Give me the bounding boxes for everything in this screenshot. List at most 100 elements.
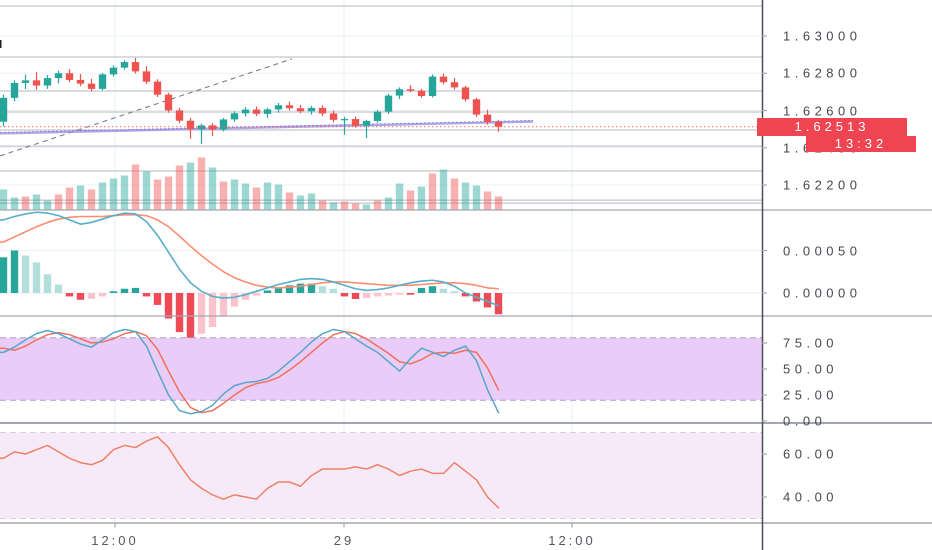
candle-body <box>296 108 305 112</box>
volume-bar <box>219 181 228 210</box>
volume-bar <box>472 185 481 210</box>
price-axis-label: 1.62200 <box>783 177 862 193</box>
volume-bar <box>450 178 459 210</box>
volume-bar <box>373 200 382 210</box>
candle-body <box>340 119 349 121</box>
volume-bar <box>197 157 206 210</box>
volume-bar <box>109 178 118 210</box>
macd-histogram-bar <box>197 293 206 334</box>
macd-histogram-bar <box>274 287 283 293</box>
macd-histogram-bar <box>230 293 239 307</box>
volume-bar <box>208 167 217 210</box>
volume-bar <box>175 165 184 210</box>
volume-bar <box>98 182 107 210</box>
macd-histogram-bar <box>142 293 151 297</box>
candle-body <box>21 80 30 83</box>
time-axis-label: 29 <box>333 533 355 548</box>
volume-bar <box>263 182 272 210</box>
macd-line <box>0 211 500 307</box>
macd-histogram-bar <box>43 274 52 293</box>
last-time-badge: 13:32 <box>806 135 916 152</box>
macd-histogram-bar <box>450 291 459 293</box>
macd-histogram-bar <box>241 293 250 300</box>
macd-histogram-bar <box>461 293 470 297</box>
volume-bar <box>32 194 41 210</box>
volume-bar <box>428 173 437 210</box>
macd-histogram-bar <box>153 293 162 305</box>
stoch-axis-label: 50.00 <box>783 361 839 377</box>
macd-histogram-bar <box>10 250 19 293</box>
candle-body <box>450 82 459 88</box>
volume-bar <box>351 203 360 210</box>
macd-histogram-bar <box>131 287 140 293</box>
volume-bar <box>340 201 349 210</box>
candle-body <box>373 111 382 121</box>
volume-bar <box>10 197 19 210</box>
macd-histogram-bar <box>362 293 371 299</box>
stoch-axis-label: 25.00 <box>783 387 839 403</box>
candle-body <box>142 71 151 82</box>
candle-body <box>461 87 470 100</box>
price-axis-label: 1.62600 <box>783 103 862 118</box>
price-axis-label: 1.63000 <box>783 28 862 44</box>
volume-bar <box>120 175 129 210</box>
candle-body <box>208 125 217 130</box>
candle-body <box>494 122 503 127</box>
volume-bar <box>252 187 261 210</box>
macd-histogram-bar <box>175 293 184 333</box>
macd-histogram-bar <box>307 283 316 293</box>
stoch-overbought-oversold-band <box>0 337 762 401</box>
candle-body <box>32 80 41 86</box>
stoch-axis-label: 75.00 <box>783 335 839 351</box>
candle-body <box>384 95 393 112</box>
volume-bar <box>384 197 393 210</box>
macd-histogram-bar <box>208 293 217 327</box>
candle-body <box>406 89 415 91</box>
volume-bar <box>131 164 140 210</box>
volume-bar <box>65 187 74 210</box>
volume-bar <box>439 169 448 210</box>
candle-body <box>395 89 404 96</box>
candle-body <box>362 120 371 126</box>
macd-histogram-bar <box>329 288 338 293</box>
purple-trendline-core <box>0 119 534 133</box>
volume-bar <box>76 185 85 210</box>
candle-body <box>285 105 294 109</box>
candle-body <box>351 119 360 126</box>
rsi-axis-label: 40.00 <box>783 489 839 505</box>
macd-histogram-bar <box>76 293 85 300</box>
volume-bar <box>307 193 316 210</box>
candle-body <box>98 74 107 89</box>
stoch-d-line <box>0 330 500 414</box>
candle-body <box>439 76 448 83</box>
candle-body <box>153 81 162 95</box>
macd-histogram-bar <box>219 293 228 317</box>
volume-bar <box>0 189 8 210</box>
volume-bar <box>241 183 250 210</box>
candle-body <box>472 99 481 115</box>
time-axis-label: 12:00 <box>91 533 139 548</box>
volume-bar <box>483 191 492 210</box>
macd-histogram-bar <box>340 293 349 297</box>
candle-body <box>175 110 184 121</box>
volume-bar <box>285 192 294 210</box>
volume-bar <box>274 184 283 210</box>
volume-bar <box>21 196 30 210</box>
left-edge-artifact <box>0 40 2 48</box>
macd-histogram-bar <box>109 291 118 293</box>
candle-body <box>230 113 239 120</box>
volume-bar <box>54 194 63 210</box>
dashed-trendline <box>0 58 293 157</box>
macd-histogram-bar <box>395 293 404 295</box>
candle-body <box>131 62 140 72</box>
rsi-line <box>0 436 500 509</box>
candle-body <box>417 90 426 96</box>
macd-axis-label: 0.00000 <box>783 285 862 301</box>
macd-histogram-bar <box>494 293 503 315</box>
candle-body <box>241 109 250 114</box>
volume-bar <box>43 200 52 210</box>
volume-bar <box>296 195 305 210</box>
rsi-axis-label: 60.00 <box>783 446 839 462</box>
candle-body <box>186 120 195 130</box>
